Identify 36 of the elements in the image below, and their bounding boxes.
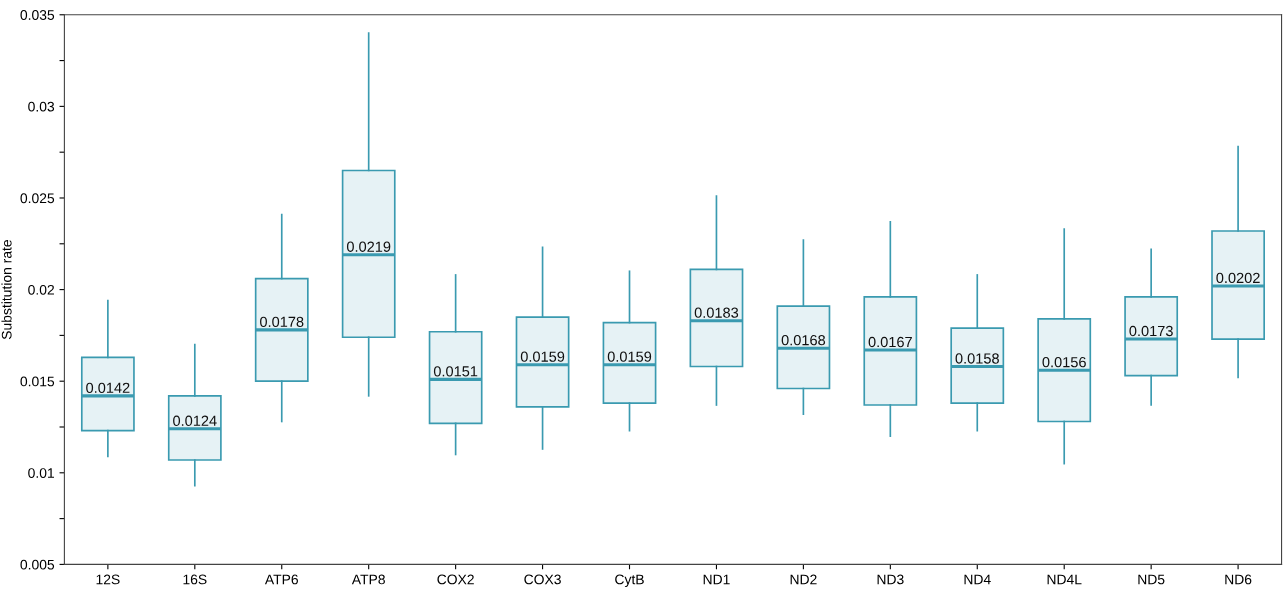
- y-tick-label: 0.035: [20, 10, 55, 20]
- y-tick-label: 0.005: [20, 559, 55, 570]
- text: 0.0173: [1129, 325, 1173, 337]
- x-tick-label: COX2: [437, 574, 474, 585]
- text: 0.0158: [955, 353, 999, 364]
- y-tick-label: 0.015: [20, 376, 55, 387]
- y-tick-label: 0.01: [28, 468, 54, 478]
- x-tick-label: ND4: [964, 574, 991, 585]
- y-axis-title: Substitution rate: [1, 240, 12, 340]
- text: 0.0219: [346, 241, 391, 252]
- x-tick-label: CytB: [615, 574, 644, 588]
- text: 0.0167: [868, 336, 912, 348]
- x-tick-label: ND4L: [1047, 574, 1082, 585]
- x-tick-label: ND3: [877, 574, 904, 585]
- y-tick-label: 0.02: [28, 284, 54, 295]
- x-tick-label: COX3: [524, 574, 561, 585]
- x-tick-label: ND2: [790, 574, 817, 585]
- x-tick-label: ND5: [1138, 574, 1165, 585]
- x-tick-label: ATP8: [351, 574, 385, 585]
- text: 0.0156: [1042, 356, 1086, 368]
- y-tick-label: 0.025: [20, 193, 55, 204]
- text: 0.0142: [86, 382, 130, 393]
- text: 0.0151: [433, 366, 478, 377]
- x-tick-label: ND6: [1225, 574, 1252, 585]
- x-tick-label: 12S: [96, 574, 120, 585]
- text: 0.0168: [781, 335, 826, 346]
- text: 0.0159: [607, 351, 652, 362]
- text: 0.0183: [694, 307, 739, 318]
- text: 0.0124: [173, 415, 217, 426]
- x-tick-label: ATP6: [264, 574, 298, 585]
- x-tick-label: ND1: [703, 574, 730, 585]
- text: 0.0159: [520, 351, 565, 362]
- text: 0.0178: [260, 316, 304, 328]
- y-tick-label: 0.03: [28, 101, 55, 112]
- text: 0.0202: [1216, 272, 1260, 284]
- x-tick-label: 16S: [183, 574, 207, 585]
